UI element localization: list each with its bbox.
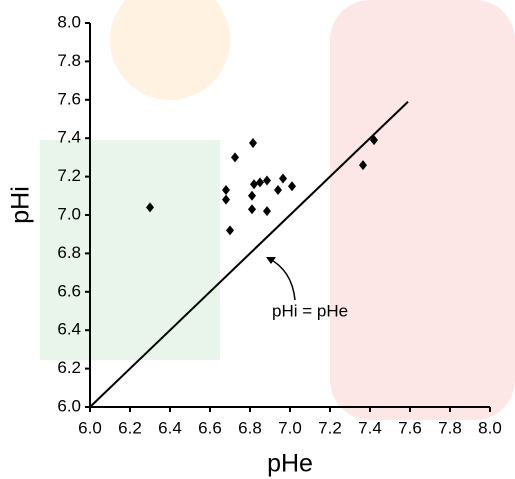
annotation-arrow (267, 257, 296, 301)
watermark-shape (110, 0, 230, 100)
point (248, 204, 256, 215)
point (248, 190, 256, 201)
y-tick-label: 7.4 (57, 128, 81, 147)
point (226, 225, 234, 236)
x-tick-label: 6.0 (78, 418, 102, 437)
point (249, 138, 257, 148)
y-axis-title: pHi (7, 186, 35, 224)
annotation-arrowhead (266, 257, 276, 264)
annotation: pHi = pHe (272, 301, 348, 320)
point (256, 177, 264, 188)
x-tick-label: 6.8 (238, 418, 262, 437)
y-tick-label: 8.0 (57, 12, 81, 31)
y-tick-label: 6.4 (57, 320, 81, 339)
point (279, 173, 287, 184)
watermark (40, 0, 515, 420)
y-tick-label: 6.2 (57, 358, 81, 377)
point (222, 194, 230, 205)
point (288, 181, 296, 192)
x-tick-label: 7.4 (358, 418, 382, 437)
point (263, 206, 271, 217)
x-tick-label: 8.0 (478, 418, 502, 437)
watermark-shape (330, 0, 515, 420)
reference-line (89, 100, 409, 408)
point (231, 152, 239, 163)
y-tick-label: 7.6 (57, 89, 81, 108)
x-tick-label: 7.2 (318, 418, 342, 437)
y-tick-label: 6.6 (57, 281, 81, 300)
point (250, 179, 258, 190)
point (370, 135, 378, 146)
x-tick-label: 6.2 (118, 418, 142, 437)
y-tick-label: 7.0 (57, 204, 81, 223)
point (222, 185, 230, 196)
y-tick-label: 7.2 (57, 166, 81, 185)
x-tick-label: 7.6 (398, 418, 422, 437)
x-tick-label: 7.8 (438, 418, 462, 437)
x-tick-label: 7.0 (278, 418, 302, 437)
watermark-shape (40, 140, 220, 360)
x-tick-label: 6.4 (158, 418, 182, 437)
x-axis-title: pHe (267, 450, 313, 478)
y-tick-label: 6.0 (57, 396, 81, 415)
point (263, 175, 271, 186)
point (274, 185, 282, 196)
point (359, 160, 367, 171)
y-tick-label: 7.8 (57, 51, 81, 70)
x-tick-label: 6.6 (198, 418, 222, 437)
y-tick-label: 6.8 (57, 243, 81, 262)
point (146, 202, 154, 213)
